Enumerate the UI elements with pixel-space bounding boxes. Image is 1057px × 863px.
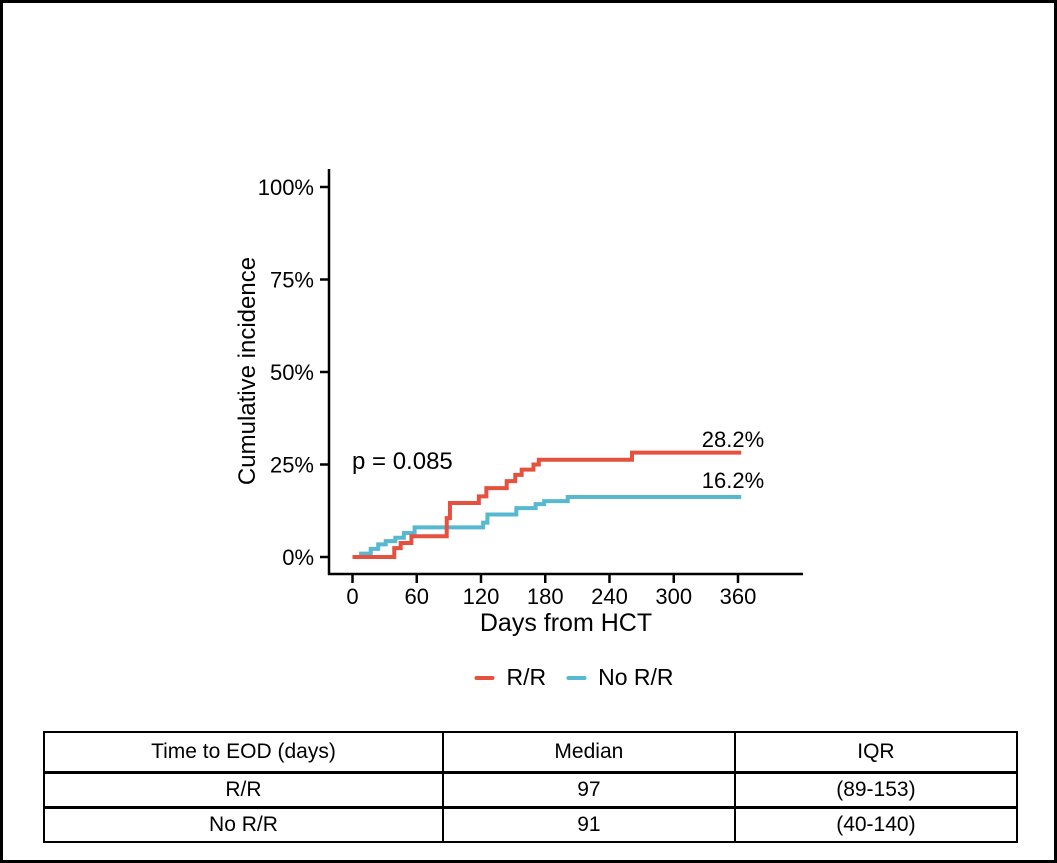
legend-entry-norr: No R/R	[566, 664, 674, 691]
legend-label-rr: R/R	[506, 664, 547, 690]
x-tick-label: 240	[591, 584, 628, 609]
x-tick-label: 0	[346, 584, 358, 609]
table-header-row: Time to EOD (days) Median IQR	[43, 731, 1019, 774]
cumulative-incidence-plot: 0% 25% 50% 75% 100% 0 60 120 180 240 300 360	[258, 169, 803, 609]
legend: R/R No R/R	[474, 664, 674, 691]
table-header-cell: Time to EOD (days)	[43, 731, 444, 774]
table-row: R/R 97 (89-153)	[43, 771, 1019, 809]
table-cell: R/R	[43, 771, 444, 809]
norr-curve	[352, 495, 742, 559]
y-tick-label: 0%	[282, 545, 314, 570]
table-header-cell: Median	[441, 731, 736, 774]
rr-curve	[352, 450, 742, 559]
y-tick-label: 50%	[270, 360, 314, 385]
x-tick-label: 300	[655, 584, 692, 609]
y-tick-label: 100%	[258, 175, 314, 200]
table-header-cell: IQR	[733, 731, 1019, 774]
table-row: No R/R 91 (40-140)	[43, 806, 1019, 843]
table-cell: (40-140)	[733, 806, 1019, 843]
norr-line-swatch-icon	[566, 675, 587, 680]
rr-line-swatch-icon	[474, 675, 495, 680]
legend-entry-rr: R/R	[474, 664, 546, 691]
table-cell: 97	[441, 771, 736, 809]
norr-final-value-label: 16.2%	[701, 468, 765, 493]
rr-final-value-label: 28.2%	[701, 427, 765, 452]
table-cell: No R/R	[43, 806, 444, 843]
legend-label-norr: No R/R	[598, 664, 674, 690]
x-tick-label: 360	[720, 584, 757, 609]
table-cell: 91	[441, 806, 736, 843]
table-cell: (89-153)	[733, 771, 1019, 809]
x-tick-label: 60	[405, 584, 429, 609]
x-tick-label: 180	[527, 584, 564, 609]
y-tick-label: 25%	[270, 453, 314, 478]
y-tick-label: 75%	[270, 268, 314, 293]
p-value-annotation: p = 0.085	[352, 448, 453, 475]
y-axis-title: Cumulative incidence	[234, 256, 261, 486]
time-to-eod-table: Time to EOD (days) Median IQR R/R 97 (89…	[43, 731, 1019, 843]
x-axis-title: Days from HCT	[479, 609, 653, 637]
x-tick-label: 120	[463, 584, 500, 609]
